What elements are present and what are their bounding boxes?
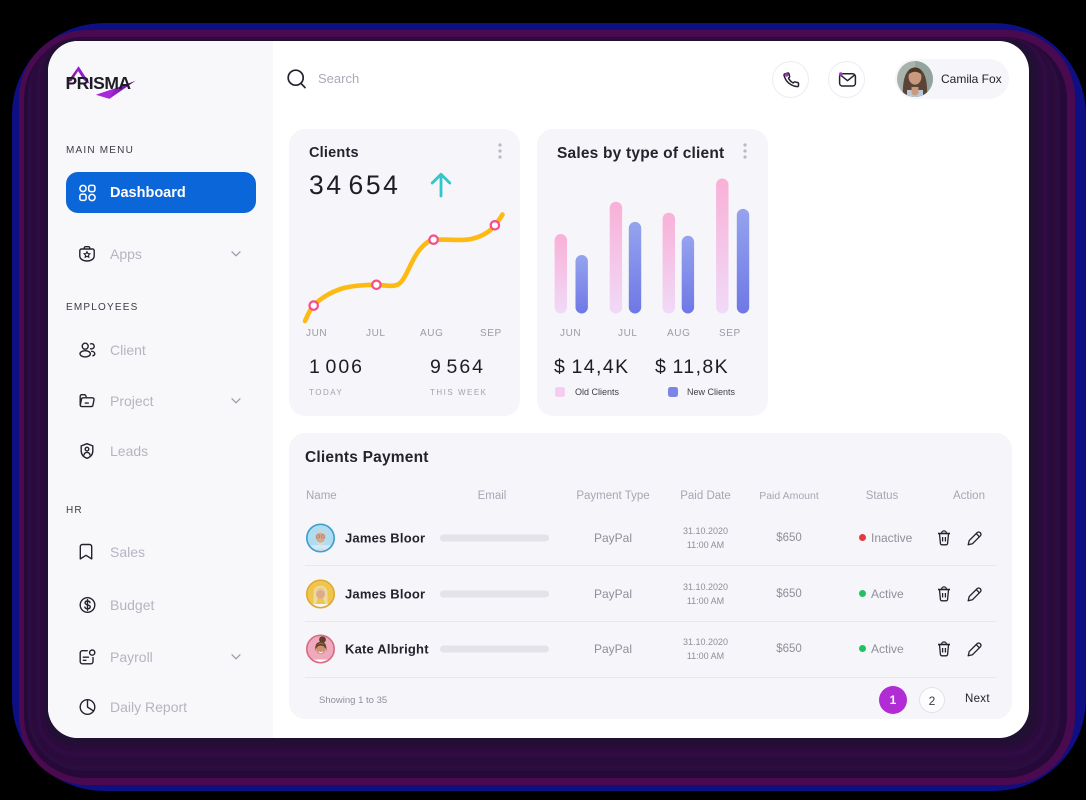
svg-text:PRISMA: PRISMA — [66, 73, 132, 93]
